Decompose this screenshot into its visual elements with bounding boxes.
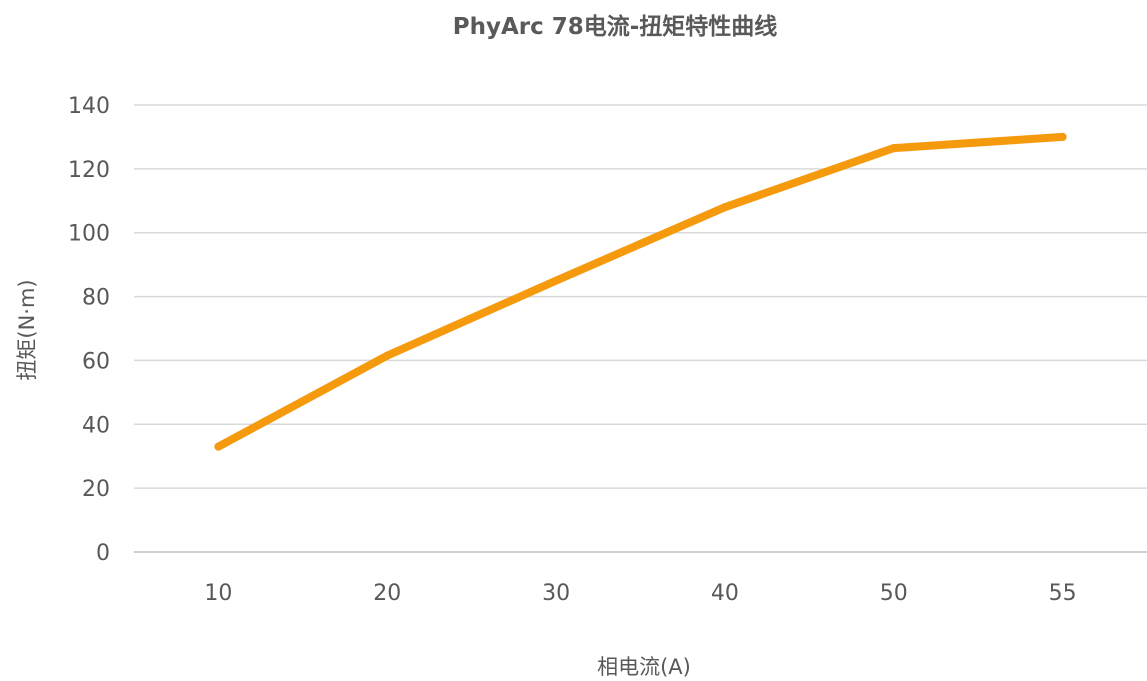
y-tick-label-80: 80 [82, 286, 110, 311]
x-tick-label-55: 55 [1049, 581, 1077, 606]
data-point-30 [552, 276, 561, 285]
y-tick-label-140: 140 [68, 94, 110, 119]
data-point-10 [214, 442, 223, 451]
y-axis-ticks: 0 20 40 60 80 100 120 140 [68, 94, 110, 566]
data-point-40 [720, 203, 729, 212]
y-tick-label-60: 60 [82, 349, 110, 374]
x-tick-label-40: 40 [711, 581, 739, 606]
x-axis-label: 相电流(A) [597, 655, 691, 679]
y-tick-label-100: 100 [68, 222, 110, 247]
data-point-20 [383, 351, 392, 360]
y-axis-label: 扭矩(N·m) [15, 279, 39, 380]
x-tick-label-10: 10 [204, 581, 232, 606]
series-layer [214, 132, 1067, 451]
y-tick-label-0: 0 [96, 541, 110, 566]
series-line-0 [214, 132, 1067, 451]
data-point-55 [1058, 132, 1067, 141]
x-tick-label-20: 20 [373, 581, 401, 606]
gridlines [134, 104, 1147, 553]
chart-title: PhyArc 78电流-扭矩特性曲线 [453, 13, 778, 40]
x-tick-label-50: 50 [880, 581, 908, 606]
y-tick-label-120: 120 [68, 158, 110, 183]
x-axis-ticks: 10 20 30 40 50 55 [204, 581, 1076, 606]
data-point-50 [889, 144, 898, 153]
x-tick-label-30: 30 [542, 581, 570, 606]
y-tick-label-40: 40 [82, 413, 110, 438]
y-tick-label-20: 20 [82, 477, 110, 502]
